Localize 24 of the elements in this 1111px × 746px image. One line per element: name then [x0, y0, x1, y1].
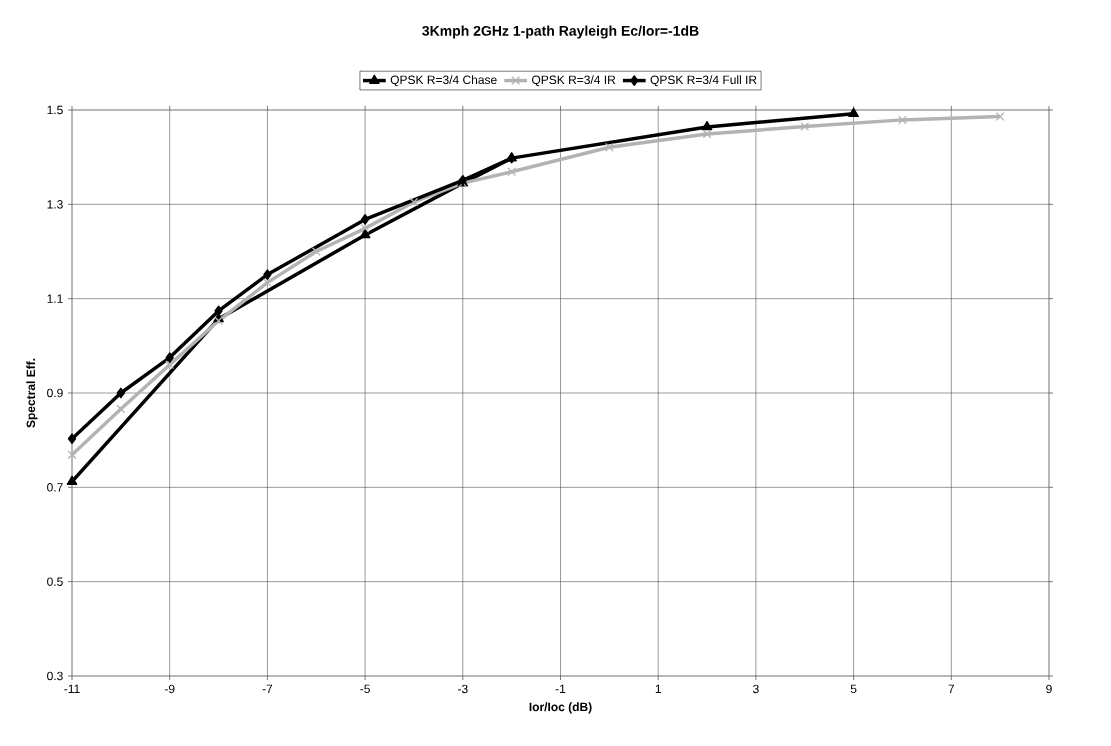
x-tick-label: 7 — [948, 684, 955, 693]
x-tick-label: 1 — [655, 684, 661, 693]
legend-label: QPSK R=3/4 IR — [532, 75, 616, 87]
x-tick-label: -1 — [555, 684, 566, 693]
x-tick-label: 5 — [850, 684, 857, 694]
x-tick-label: -9 — [164, 684, 175, 694]
legend-label: QPSK R=3/4 Full IR — [650, 75, 757, 87]
y-axis-title: Spectral Eff. — [26, 358, 38, 428]
x-tick-label: -3 — [458, 684, 468, 694]
y-tick-label: 1.3 — [47, 200, 63, 209]
y-tick-label: 0.3 — [47, 671, 63, 681]
y-tick-label: 0.9 — [47, 388, 63, 398]
x-tick-label: -7 — [262, 684, 273, 693]
chart-title: 3Kmph 2GHz 1-path Rayleigh Ec/Ior=-1dB — [422, 25, 699, 39]
y-tick-label: 1.1 — [47, 294, 63, 303]
legend-label: QPSK R=3/4 Chase — [390, 75, 497, 87]
x-axis-title: Ior/Ioc (dB) — [529, 702, 592, 714]
x-tick-label: -5 — [360, 684, 370, 694]
x-tick-label: -11 — [64, 684, 80, 693]
x-tick-label: 9 — [1046, 684, 1052, 694]
x-tick-label: 3 — [753, 684, 759, 694]
y-tick-label: 0.7 — [47, 483, 63, 492]
y-tick-label: 1.5 — [47, 105, 63, 115]
y-tick-label: 0.5 — [47, 577, 63, 586]
